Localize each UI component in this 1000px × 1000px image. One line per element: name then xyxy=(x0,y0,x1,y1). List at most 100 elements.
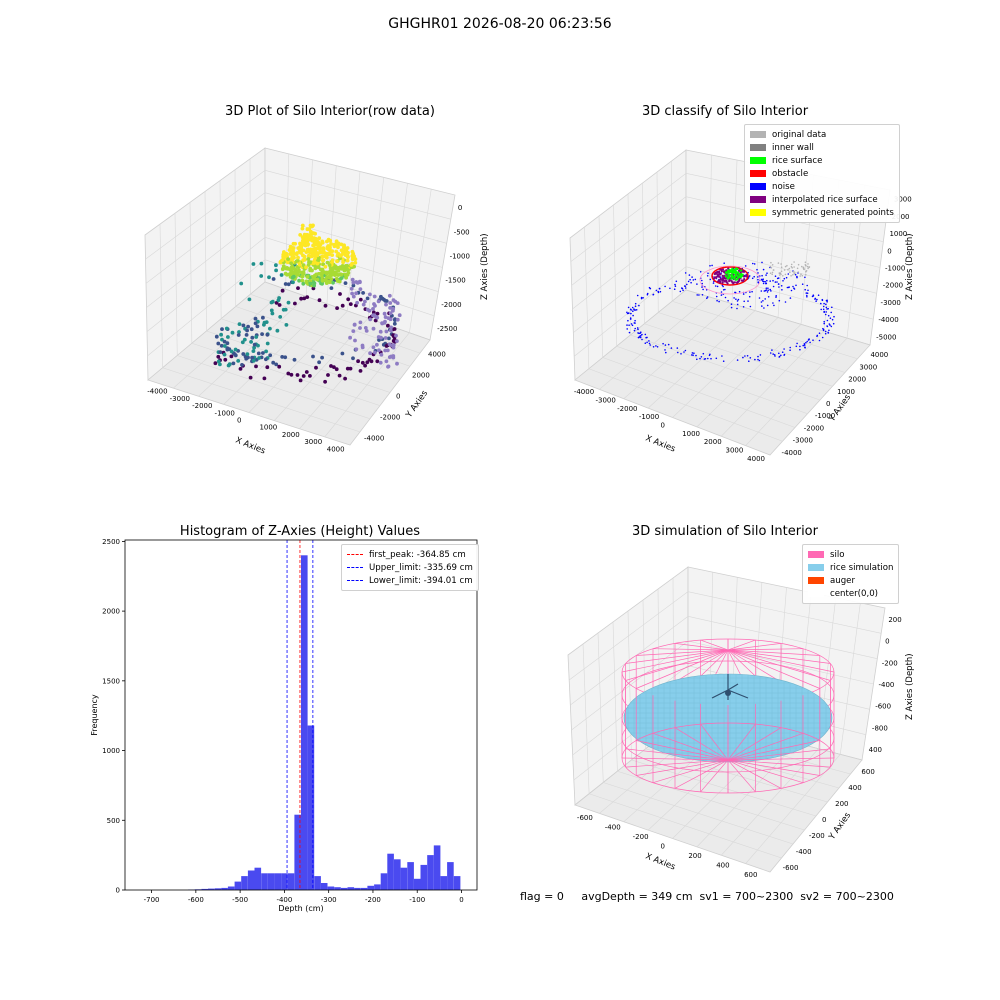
data-point xyxy=(252,345,256,350)
histogram-bar xyxy=(340,887,348,890)
data-point xyxy=(384,329,389,334)
data-point xyxy=(715,276,718,279)
data-point xyxy=(774,275,777,278)
data-point xyxy=(829,317,832,320)
data-point xyxy=(716,285,719,288)
data-point xyxy=(313,246,318,251)
data-point xyxy=(766,279,768,282)
data-point xyxy=(784,273,787,276)
data-point xyxy=(338,292,342,296)
data-point xyxy=(826,325,829,328)
tick-label: 3000 xyxy=(726,447,744,455)
data-point xyxy=(259,274,264,278)
data-point xyxy=(772,353,774,355)
data-point xyxy=(373,350,377,355)
histogram-bar xyxy=(334,887,341,890)
data-point xyxy=(254,364,258,369)
data-point xyxy=(379,294,383,299)
histogram-bar xyxy=(261,873,268,890)
data-point xyxy=(352,323,357,327)
data-point xyxy=(719,268,722,271)
data-point xyxy=(739,276,742,279)
tick-label: -600 xyxy=(875,703,891,711)
data-point xyxy=(254,335,259,339)
data-point xyxy=(812,295,815,297)
data-point xyxy=(639,336,642,339)
data-point xyxy=(698,294,700,296)
status-readout: flag = 0 avgDepth = 349 cm sv1 = 700~230… xyxy=(520,890,894,903)
data-point xyxy=(281,254,286,259)
histogram-bar xyxy=(354,887,361,890)
data-point xyxy=(743,300,745,303)
grid-line xyxy=(721,748,819,856)
data-point xyxy=(664,349,666,351)
data-point xyxy=(737,298,740,301)
data-point xyxy=(213,361,218,366)
data-point xyxy=(312,260,317,265)
data-point xyxy=(757,276,759,278)
data-point xyxy=(251,262,256,266)
data-point xyxy=(676,347,679,349)
data-point xyxy=(225,341,230,346)
data-point xyxy=(736,359,739,361)
data-point xyxy=(383,315,388,319)
data-point xyxy=(638,332,640,335)
data-point xyxy=(789,349,791,352)
data-point xyxy=(714,285,717,287)
data-point xyxy=(315,277,320,282)
data-point xyxy=(286,282,291,287)
data-point xyxy=(723,280,726,283)
data-point xyxy=(237,330,241,334)
tick-label: 0 xyxy=(887,247,891,255)
legend-entry: obstacle xyxy=(750,167,894,180)
data-point xyxy=(790,265,793,268)
data-point xyxy=(380,321,384,325)
data-point xyxy=(387,293,392,298)
histogram-bar xyxy=(413,878,421,890)
data-point xyxy=(822,328,825,331)
data-point xyxy=(325,270,329,275)
histogram-bar xyxy=(234,881,242,890)
grid-line xyxy=(631,759,817,817)
data-point xyxy=(222,344,227,348)
data-point xyxy=(720,294,723,296)
data-point xyxy=(724,271,728,274)
simulation-zlabel: Z Axies (Depth) xyxy=(905,653,915,720)
data-point xyxy=(758,297,761,299)
data-point xyxy=(317,298,322,303)
data-point xyxy=(807,263,809,265)
data-point xyxy=(253,321,258,326)
data-point xyxy=(229,354,234,359)
data-point xyxy=(301,248,306,253)
data-point xyxy=(256,351,261,356)
data-point xyxy=(702,288,704,291)
data-point xyxy=(244,356,249,361)
data-point xyxy=(736,300,739,302)
data-point xyxy=(264,357,268,362)
grid-line xyxy=(658,312,846,373)
data-point xyxy=(748,275,751,277)
data-point xyxy=(384,302,388,307)
histogram-bar xyxy=(360,887,368,890)
grid-line xyxy=(324,332,410,438)
data-point xyxy=(831,306,833,309)
data-point xyxy=(807,289,809,292)
data-point xyxy=(804,346,806,349)
data-point xyxy=(646,336,648,339)
data-point xyxy=(765,282,767,285)
data-point xyxy=(312,273,317,278)
data-point xyxy=(353,257,358,261)
data-point xyxy=(375,342,379,347)
data-point xyxy=(830,311,832,314)
data-point xyxy=(304,370,309,374)
tick-label: -2500 xyxy=(437,325,457,333)
data-point xyxy=(761,305,763,307)
tick-label: -2000 xyxy=(192,402,212,410)
data-point xyxy=(304,280,309,285)
data-point xyxy=(753,263,756,265)
data-point xyxy=(730,269,733,273)
data-point xyxy=(373,318,378,323)
histogram-bar xyxy=(387,853,394,890)
data-point xyxy=(632,314,634,317)
